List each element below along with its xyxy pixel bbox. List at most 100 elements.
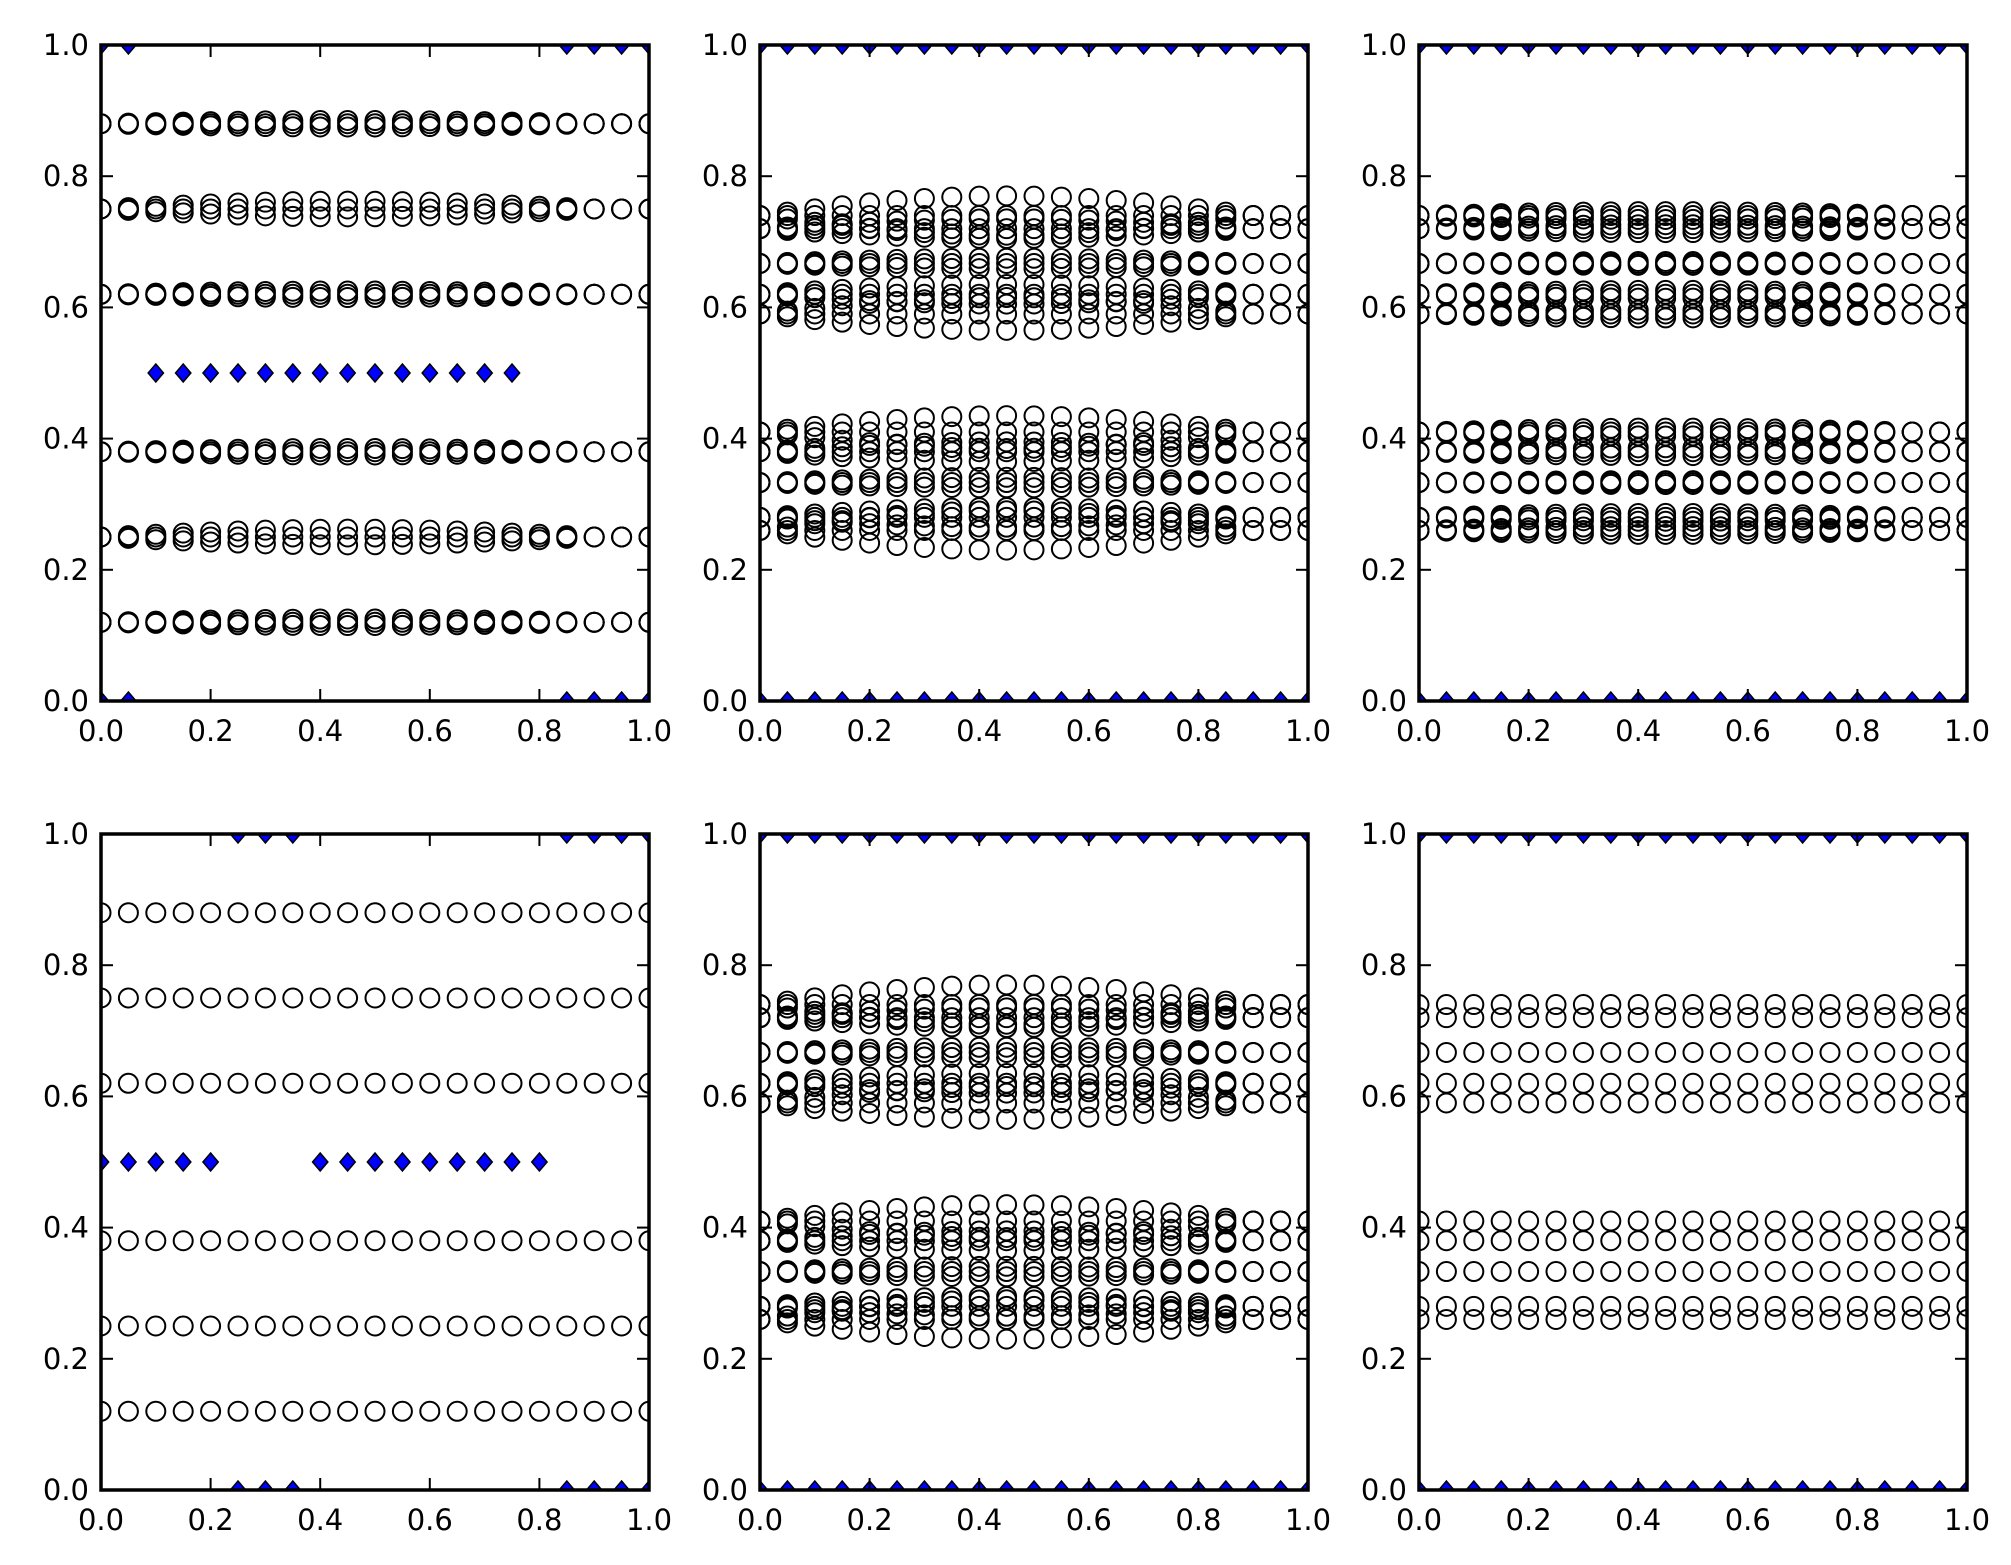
circle-marker: [1709, 1308, 1731, 1330]
circle-marker: [364, 987, 386, 1009]
circle-marker: [886, 1261, 908, 1283]
circle-marker: [1078, 498, 1100, 520]
circle-marker: [831, 311, 853, 333]
circle-marker: [1709, 251, 1731, 273]
circle-marker: [446, 204, 468, 226]
circle-marker: [1901, 218, 1923, 240]
circle-marker: [200, 1400, 222, 1422]
y-tick-label: 0.2: [702, 553, 748, 587]
circle-marker: [831, 1299, 853, 1321]
circle-marker: [1709, 1092, 1731, 1114]
circle-marker: [1463, 1072, 1485, 1094]
circle-marker: [1518, 1230, 1540, 1252]
circle-marker: [1572, 472, 1594, 494]
circle-marker: [1764, 1210, 1786, 1232]
circle-marker: [941, 1230, 963, 1252]
circle-marker: [1105, 1092, 1127, 1114]
circle-marker: [1105, 499, 1127, 521]
circle-marker: [968, 303, 990, 325]
diamond-marker: [585, 45, 603, 56]
circle-marker: [1518, 1308, 1540, 1330]
circle-marker: [446, 110, 468, 132]
circle-marker: [1133, 1321, 1155, 1343]
circle-marker: [200, 203, 222, 225]
circle-marker: [1105, 1324, 1127, 1346]
circle-marker: [941, 1092, 963, 1114]
circle-marker: [859, 441, 881, 463]
circle-marker: [886, 1230, 908, 1252]
circle-marker: [1792, 1092, 1814, 1114]
diamond-marker: [1821, 834, 1839, 845]
circle-marker: [1572, 1261, 1594, 1283]
circle-marker: [1105, 225, 1127, 247]
circle-marker: [1160, 1002, 1182, 1024]
circle-marker: [528, 195, 550, 217]
circle-marker: [200, 198, 222, 220]
circle-marker: [200, 111, 222, 133]
circle-marker: [941, 1077, 963, 1099]
circle-marker: [804, 513, 826, 535]
diamond-marker: [1465, 690, 1483, 701]
diamond-marker: [1602, 834, 1620, 845]
diamond-marker: [503, 362, 521, 384]
circle-marker: [1242, 205, 1264, 227]
circle-marker: [1419, 441, 1430, 463]
axes-frame: [758, 43, 1310, 703]
diamond-marker: [1107, 1479, 1125, 1490]
circle-marker: [996, 1047, 1018, 1069]
circle-marker: [1160, 1235, 1182, 1257]
circle-marker: [200, 987, 222, 1009]
circle-marker: [501, 113, 523, 135]
circle-marker: [1187, 1086, 1209, 1108]
circle-marker: [1655, 1210, 1677, 1232]
circle-marker: [1419, 994, 1430, 1016]
circle-marker: [996, 506, 1018, 528]
circle-marker: [941, 1220, 963, 1242]
circle-marker: [968, 1041, 990, 1063]
circle-marker: [282, 533, 304, 555]
circle-marker: [1105, 276, 1127, 298]
circle-marker: [1709, 1210, 1731, 1232]
circle-marker: [1846, 1210, 1868, 1232]
circle-marker: [1600, 1072, 1622, 1094]
circle-marker: [1709, 252, 1731, 274]
circle-marker: [1518, 470, 1540, 492]
diamond-marker: [1025, 834, 1043, 845]
diamond-marker: [147, 1151, 165, 1173]
circle-marker: [1078, 317, 1100, 339]
diamond-marker: [338, 1151, 357, 1173]
diamond-marker: [760, 690, 769, 701]
circle-marker: [941, 1046, 963, 1068]
circle-marker: [1572, 994, 1594, 1016]
circle-marker: [391, 280, 413, 302]
circle-marker: [968, 247, 990, 269]
circle-marker: [1901, 1007, 1923, 1029]
circle-marker: [1463, 252, 1485, 274]
circle-marker: [1419, 472, 1430, 494]
circle-marker: [913, 498, 935, 520]
circle-marker: [1023, 441, 1045, 463]
circle-marker: [1518, 517, 1540, 539]
circle-marker: [1419, 1072, 1430, 1094]
circle-marker: [1572, 214, 1594, 236]
circle-marker: [1270, 303, 1292, 325]
circle-marker: [804, 1204, 826, 1226]
circle-marker: [1600, 252, 1622, 274]
circle-marker: [968, 1047, 990, 1069]
diamond-marker: [101, 1151, 110, 1173]
y-tick-label: 1.0: [43, 28, 89, 62]
diamond-marker: [1711, 834, 1730, 845]
y-tick-label: 0.6: [43, 290, 89, 324]
circle-marker: [831, 250, 853, 272]
circle-marker: [337, 1230, 359, 1252]
circle-marker: [1846, 1230, 1868, 1252]
circle-marker: [1419, 205, 1430, 227]
circle-marker: [1160, 303, 1182, 325]
circle-marker: [941, 1256, 963, 1278]
circle-marker: [1270, 519, 1292, 541]
circle-marker: [309, 608, 331, 630]
circle-marker: [859, 1066, 881, 1088]
circle-marker: [1764, 300, 1786, 322]
diamond-marker: [1821, 45, 1839, 56]
circle-marker: [172, 1072, 194, 1094]
